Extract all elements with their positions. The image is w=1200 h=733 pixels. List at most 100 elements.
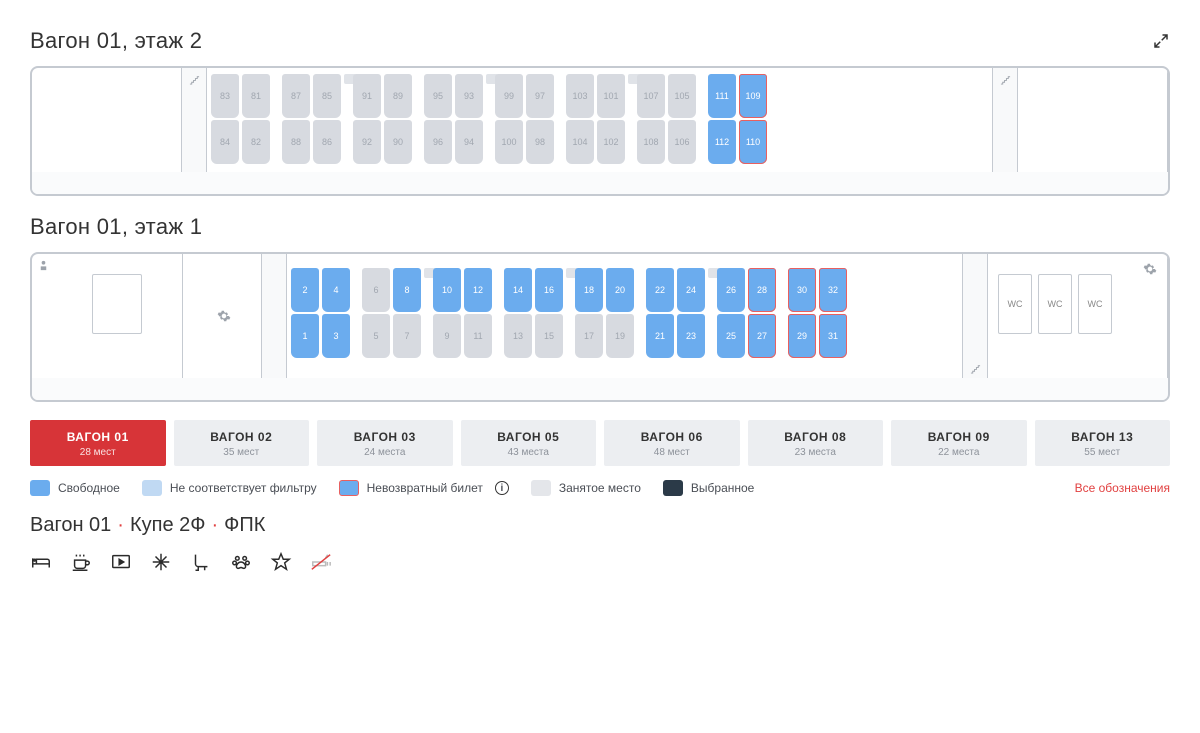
seat-28[interactable]: 28 xyxy=(748,268,776,312)
wagon-tab[interactable]: ВАГОН 0823 места xyxy=(748,420,884,466)
floor2-title: Вагон 01, этаж 2 xyxy=(30,28,202,54)
seat-29[interactable]: 29 xyxy=(788,314,816,358)
seat-3[interactable]: 3 xyxy=(322,314,350,358)
legend-occupied: Занятое место xyxy=(559,481,641,495)
seat-25[interactable]: 25 xyxy=(717,314,745,358)
seat-95: 95 xyxy=(424,74,452,118)
seat-89: 89 xyxy=(384,74,412,118)
seat-86: 86 xyxy=(313,120,341,164)
seat-2[interactable]: 2 xyxy=(291,268,319,312)
wagon-tab[interactable]: ВАГОН 0128 мест xyxy=(30,420,166,466)
seat-91: 91 xyxy=(353,74,381,118)
legend-filter: Не соответствует фильтру xyxy=(170,481,317,495)
legend-selected: Выбранное xyxy=(691,481,754,495)
seat-108: 108 xyxy=(637,120,665,164)
wagon-tab[interactable]: ВАГОН 0648 мест xyxy=(604,420,740,466)
seat-23[interactable]: 23 xyxy=(677,314,705,358)
seat-26[interactable]: 26 xyxy=(717,268,745,312)
amenities-row xyxy=(30,551,1170,573)
seat-92: 92 xyxy=(353,120,381,164)
seat-13: 13 xyxy=(504,314,532,358)
seat-icon xyxy=(190,551,212,573)
seat-14[interactable]: 14 xyxy=(504,268,532,312)
seat-16[interactable]: 16 xyxy=(535,268,563,312)
seat-100: 100 xyxy=(495,120,523,164)
seat-97: 97 xyxy=(526,74,554,118)
seat-81: 81 xyxy=(242,74,270,118)
seat-11: 11 xyxy=(464,314,492,358)
nosmoking-icon xyxy=(310,551,332,573)
seat-104: 104 xyxy=(566,120,594,164)
all-legend-link[interactable]: Все обозначения xyxy=(1075,481,1170,495)
gear-icon xyxy=(1143,262,1157,276)
seat-82: 82 xyxy=(242,120,270,164)
seat-9: 9 xyxy=(433,314,461,358)
wagon-tab[interactable]: ВАГОН 1355 мест xyxy=(1035,420,1171,466)
seat-111[interactable]: 111 xyxy=(708,74,736,118)
seat-21[interactable]: 21 xyxy=(646,314,674,358)
seat-19: 19 xyxy=(606,314,634,358)
seat-96: 96 xyxy=(424,120,452,164)
info-icon[interactable]: i xyxy=(495,481,509,495)
seat-20[interactable]: 20 xyxy=(606,268,634,312)
expand-icon[interactable] xyxy=(1152,32,1170,50)
seat-93: 93 xyxy=(455,74,483,118)
seat-17: 17 xyxy=(575,314,603,358)
seat-18[interactable]: 18 xyxy=(575,268,603,312)
wc-cabin: WC xyxy=(1038,274,1072,334)
seat-94: 94 xyxy=(455,120,483,164)
legend-nonref: Невозвратный билет xyxy=(367,481,483,495)
tea-icon xyxy=(70,551,92,573)
seat-101: 101 xyxy=(597,74,625,118)
seat-83: 83 xyxy=(211,74,239,118)
seat-112[interactable]: 112 xyxy=(708,120,736,164)
gear-icon xyxy=(217,309,231,323)
seat-30[interactable]: 30 xyxy=(788,268,816,312)
seat-6: 6 xyxy=(362,268,390,312)
floor2-plan: 83848182 87888586 91928990 95969394 99100979… xyxy=(30,66,1170,196)
wagon-tabs: ВАГОН 0128 местВАГОН 0235 местВАГОН 0324… xyxy=(30,420,1170,466)
wagon-tab[interactable]: ВАГОН 0235 мест xyxy=(174,420,310,466)
seat-1[interactable]: 1 xyxy=(291,314,319,358)
paw-icon xyxy=(230,551,252,573)
seat-10[interactable]: 10 xyxy=(433,268,461,312)
seat-32[interactable]: 32 xyxy=(819,268,847,312)
wagon-summary: Вагон 01·Купе 2Ф·ФПК xyxy=(30,514,1170,537)
wagon-tab[interactable]: ВАГОН 0543 места xyxy=(461,420,597,466)
seat-15: 15 xyxy=(535,314,563,358)
seat-5: 5 xyxy=(362,314,390,358)
seat-24[interactable]: 24 xyxy=(677,268,705,312)
seat-22[interactable]: 22 xyxy=(646,268,674,312)
wc-cabin: WC xyxy=(998,274,1032,334)
wagon-tab[interactable]: ВАГОН 0324 места xyxy=(317,420,453,466)
legend: Свободное Не соответствует фильтру Невоз… xyxy=(30,480,1170,496)
legend-free: Свободное xyxy=(58,481,120,495)
seat-4[interactable]: 4 xyxy=(322,268,350,312)
seat-102: 102 xyxy=(597,120,625,164)
floor1-title: Вагон 01, этаж 1 xyxy=(30,214,202,240)
seat-105: 105 xyxy=(668,74,696,118)
seat-90: 90 xyxy=(384,120,412,164)
seat-8[interactable]: 8 xyxy=(393,268,421,312)
floor1-plan: 2143658710912111413161518172019222124232… xyxy=(30,252,1170,402)
seat-7: 7 xyxy=(393,314,421,358)
wagon-tab[interactable]: ВАГОН 0922 места xyxy=(891,420,1027,466)
seat-84: 84 xyxy=(211,120,239,164)
seat-87: 87 xyxy=(282,74,310,118)
star-icon xyxy=(270,551,292,573)
seat-103: 103 xyxy=(566,74,594,118)
seat-27[interactable]: 27 xyxy=(748,314,776,358)
snowflake-icon xyxy=(150,551,172,573)
seat-110[interactable]: 110 xyxy=(739,120,767,164)
seat-109[interactable]: 109 xyxy=(739,74,767,118)
seat-88: 88 xyxy=(282,120,310,164)
seat-98: 98 xyxy=(526,120,554,164)
seat-107: 107 xyxy=(637,74,665,118)
bed-icon xyxy=(30,551,52,573)
seat-106: 106 xyxy=(668,120,696,164)
tv-icon xyxy=(110,551,132,573)
seat-99: 99 xyxy=(495,74,523,118)
seat-85: 85 xyxy=(313,74,341,118)
seat-12[interactable]: 12 xyxy=(464,268,492,312)
seat-31[interactable]: 31 xyxy=(819,314,847,358)
